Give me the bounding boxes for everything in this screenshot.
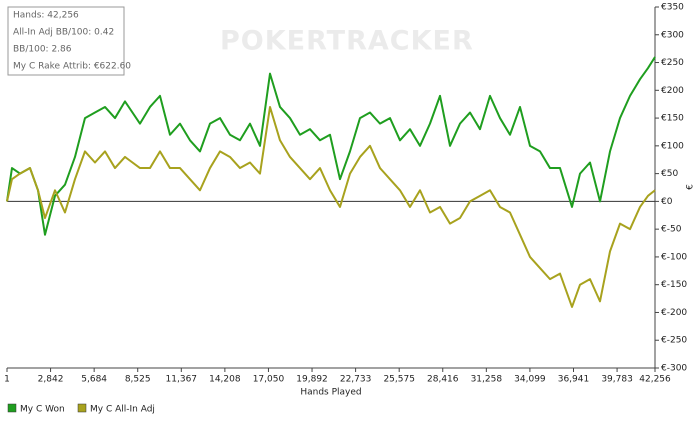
y-tick-label: €150 <box>661 114 684 124</box>
x-tick-label: 22,733 <box>340 375 372 385</box>
x-tick-label: 11,367 <box>166 375 198 385</box>
info-text: BB/100: 2.86 <box>13 45 72 55</box>
x-tick-label: 28,416 <box>427 375 459 385</box>
series-line <box>6 105 656 308</box>
x-tick-label: 42,256 <box>639 375 671 385</box>
x-tick-label: 5,684 <box>81 375 107 385</box>
y-tick-label: €350 <box>661 3 684 13</box>
legend-label: My C All-In Adj <box>90 405 155 415</box>
x-tick-label: 25,575 <box>383 375 415 385</box>
y-tick-label: €100 <box>661 141 684 151</box>
x-tick-label: 31,258 <box>471 375 503 385</box>
x-tick-label: 14,208 <box>209 375 241 385</box>
y-tick-label: €-50 <box>661 225 682 235</box>
y-tick-label: €-300 <box>661 364 687 374</box>
legend-swatch <box>77 403 87 413</box>
y-tick-label: €250 <box>661 58 684 68</box>
x-tick-label: 36,941 <box>558 375 590 385</box>
y-tick-label: €0 <box>661 197 673 207</box>
x-tick-label: 1 <box>4 375 10 385</box>
y-tick-label: €300 <box>661 30 684 40</box>
y-tick-label: €50 <box>661 169 678 179</box>
series-line <box>6 56 656 236</box>
x-tick-label: 39,783 <box>601 375 633 385</box>
x-axis-label: Hands Played <box>300 388 361 398</box>
y-tick-label: €-200 <box>661 308 687 318</box>
x-tick-label: 19,892 <box>296 375 328 385</box>
legend-label: My C Won <box>20 405 65 415</box>
y-axis-label: € <box>686 184 696 190</box>
watermark: POKERTRACKER <box>220 26 474 57</box>
info-text: All-In Adj BB/100: 0.42 <box>13 28 114 38</box>
x-tick-label: 34,099 <box>514 375 546 385</box>
x-tick-label: 8,525 <box>125 375 151 385</box>
info-box <box>7 6 125 76</box>
x-tick-label: 17,050 <box>253 375 285 385</box>
y-tick-label: €200 <box>661 86 684 96</box>
y-tick-label: €-250 <box>661 336 687 346</box>
info-text: My C Rake Attrib: €622.60 <box>13 62 131 72</box>
legend-swatch <box>7 403 17 413</box>
info-text: Hands: 42,256 <box>13 11 79 21</box>
y-tick-label: €-150 <box>661 280 687 290</box>
y-tick-label: €-100 <box>661 252 687 262</box>
x-tick-label: 2,842 <box>38 375 64 385</box>
